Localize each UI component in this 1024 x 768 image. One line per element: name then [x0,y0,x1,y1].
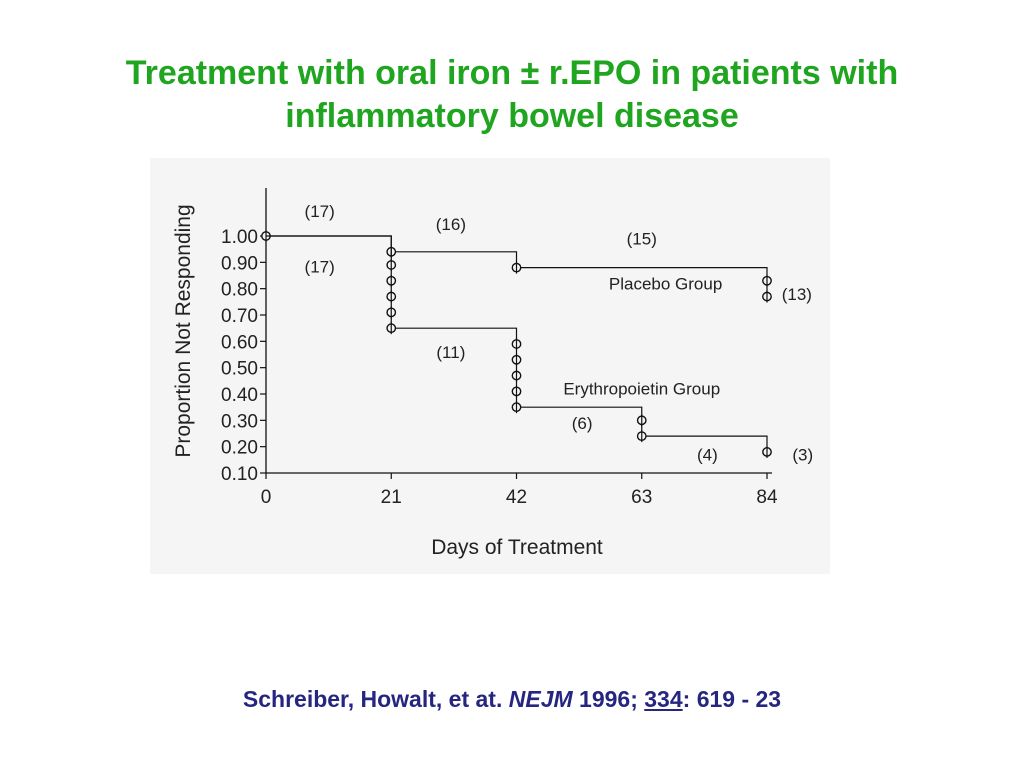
citation-journal: NEJM [508,686,573,712]
y-tick-label: 0.80 [221,280,258,301]
citation-year: 1996; [579,686,638,712]
erythropoietin-group-at-risk-label: (11) [436,343,465,362]
slide-title: Treatment with oral iron ± r.EPO in pati… [40,52,984,138]
citation-volume: 334 [644,686,683,712]
x-tick-label: 21 [381,487,402,508]
y-tick-label: 0.20 [221,438,258,459]
x-tick-label: 0 [261,487,272,508]
chart-panel [150,158,830,574]
placebo-group-at-risk-label: (15) [627,230,657,249]
erythropoietin-group-at-risk-label: (3) [792,446,813,465]
x-tick-label: 63 [631,487,652,508]
erythropoietin-group-at-risk-label: (6) [572,414,593,433]
placebo-group-at-risk-label: (17) [305,202,335,221]
title-line-1: Treatment with oral iron ± r.EPO in pati… [125,54,899,92]
placebo-group-at-risk-label: (16) [436,215,466,234]
y-tick-label: 0.40 [221,385,258,406]
y-tick-label: 0.70 [221,306,258,327]
y-tick-label: 0.60 [221,332,258,353]
title-line-2: inflammatory bowel disease [285,97,739,135]
erythropoietin-group-at-risk-label: (17) [305,257,335,276]
x-axis-title: Days of Treatment [431,536,603,559]
x-tick-label: 84 [756,487,778,508]
citation-authors: Schreiber, Howalt, et at. [242,686,503,712]
y-tick-label: 1.00 [221,227,258,248]
y-tick-label: 0.10 [221,464,258,485]
x-tick-label: 42 [506,487,527,508]
y-tick-label: 0.90 [221,253,258,274]
citation: Schreiber, Howalt, et at. NEJM 1996; 334… [40,686,984,713]
y-axis-title: Proportion Not Responding [172,204,195,457]
y-tick-label: 0.50 [221,359,258,380]
series-annotation: Erythropoietin Group [563,380,720,399]
placebo-group-at-risk-label: (13) [782,285,812,304]
series-annotation: Placebo Group [609,274,722,293]
erythropoietin-group-at-risk-label: (4) [697,446,718,465]
y-tick-label: 0.30 [221,411,258,432]
citation-pages: : 619 - 23 [682,686,782,712]
